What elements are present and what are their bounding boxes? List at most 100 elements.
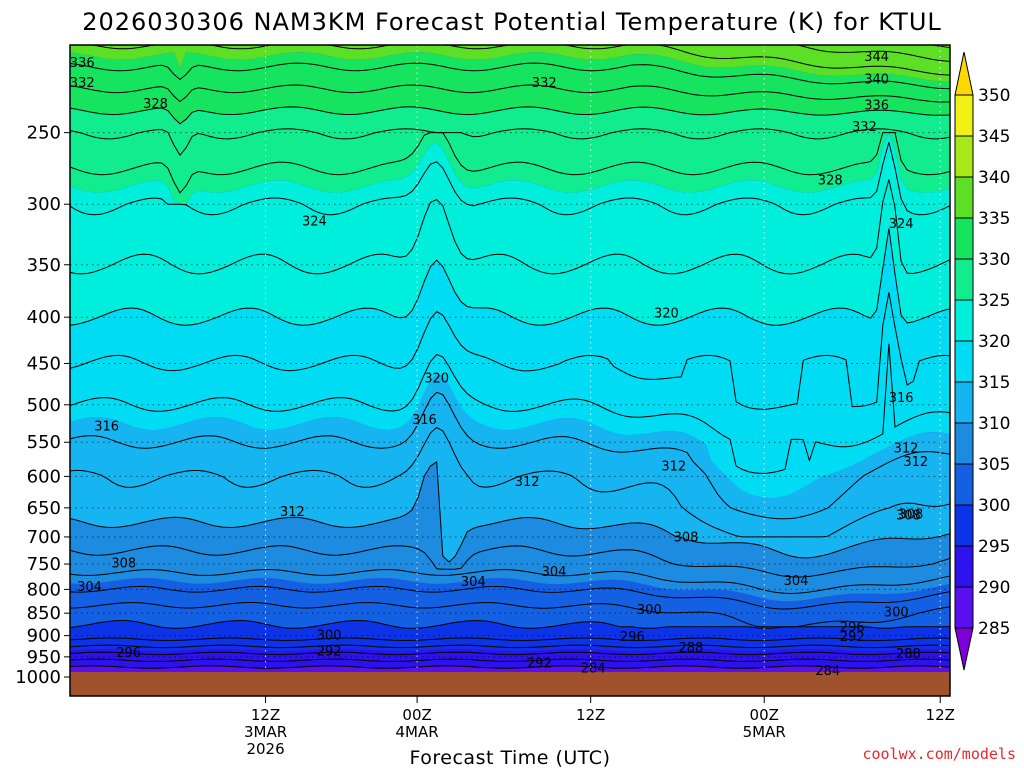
contour-label-332: 332	[852, 120, 877, 135]
contour-306	[70, 568, 950, 595]
colorbar-label-290: 290	[978, 578, 1010, 598]
colorbar-segment-320	[954, 299, 974, 342]
y-tick-label-550: 550	[27, 432, 61, 453]
colorbar-segment-300	[954, 463, 974, 506]
contour-label-328: 328	[143, 97, 168, 112]
colorbar-label-310: 310	[978, 414, 1010, 434]
contour-310	[70, 461, 950, 563]
contour-label-320: 320	[424, 372, 449, 387]
contour-324	[70, 141, 950, 216]
colorbar-label-305: 305	[978, 455, 1010, 475]
contour-label-328: 328	[818, 173, 843, 188]
contour-label-308: 308	[111, 556, 136, 571]
y-tick-label-400: 400	[27, 307, 61, 328]
colorbar-segment-295	[954, 504, 974, 547]
contour-label-292: 292	[317, 645, 342, 660]
contour-label-344: 344	[864, 50, 889, 65]
x-tick-year: 2026	[246, 740, 284, 758]
colorbar-bottom-arrow	[954, 627, 974, 671]
x-tick-label: 12Z	[576, 706, 605, 724]
y-tick-label-450: 450	[27, 353, 61, 374]
contour-label-312: 312	[515, 475, 540, 490]
contour-338	[70, 45, 950, 62]
contour-312	[70, 426, 950, 538]
colorbar-label-295: 295	[978, 537, 1010, 557]
band-320	[70, 132, 950, 326]
colorbar-label-335: 335	[978, 209, 1010, 229]
y-tick-label-1000: 1000	[15, 667, 61, 688]
contour-label-308: 308	[674, 530, 699, 545]
colorbar-label-315: 315	[978, 373, 1010, 393]
contour-label-292: 292	[840, 630, 865, 645]
y-tick-label-350: 350	[27, 255, 61, 276]
contour-332	[70, 84, 950, 103]
contour-336	[70, 45, 950, 76]
contour-label-284: 284	[815, 664, 840, 679]
x-tick-date: 5MAR	[743, 723, 786, 741]
colorbar-segment-340	[954, 135, 974, 178]
contour-label-308: 308	[898, 507, 923, 522]
contour-330	[70, 106, 950, 125]
colorbar-segment-315	[954, 340, 974, 383]
x-tick-label: 12Z	[926, 706, 955, 724]
colorbar-segment-290	[954, 545, 974, 588]
contour-292	[70, 658, 950, 662]
contour-334	[70, 62, 950, 90]
colorbar-label-330: 330	[978, 250, 1010, 270]
chart-title: 2026030306 NAM3KM Forecast Potential Tem…	[82, 8, 942, 36]
colorbar-segment-325	[954, 258, 974, 301]
colorbar-label-320: 320	[978, 332, 1010, 352]
contour-label-336: 336	[864, 98, 889, 113]
y-tick-label-500: 500	[27, 395, 61, 416]
y-tick-label-950: 950	[27, 647, 61, 668]
y-tick-label-650: 650	[27, 498, 61, 519]
colorbar-label-340: 340	[978, 168, 1010, 188]
contour-label-296: 296	[116, 646, 141, 661]
contour-328	[70, 128, 950, 156]
contour-label-336: 336	[70, 56, 95, 71]
colorbar-label-325: 325	[978, 291, 1010, 311]
contour-label-296: 296	[620, 630, 645, 645]
colorbar-segment-330	[954, 217, 974, 260]
colorbar-segment-335	[954, 176, 974, 219]
contour-314	[70, 391, 950, 520]
contour-326	[70, 132, 950, 194]
contour-322	[70, 179, 950, 275]
colorbar-label-350: 350	[978, 86, 1010, 106]
contour-label-332: 332	[532, 76, 557, 91]
contour-290	[70, 665, 950, 669]
contour-label-304: 304	[461, 575, 486, 590]
band-335	[70, 45, 950, 82]
contour-320	[70, 228, 950, 326]
x-axis-title: Forecast Time (UTC)	[410, 747, 611, 768]
plot-frame	[69, 44, 951, 697]
ground-below-surface	[70, 672, 950, 696]
x-tick-date: 4MAR	[396, 723, 439, 741]
contour-label-312: 312	[903, 455, 928, 470]
y-tick-label-750: 750	[27, 554, 61, 575]
contour-label-304: 304	[542, 565, 567, 580]
contour-label-304: 304	[77, 580, 102, 595]
contour-label-316: 316	[412, 413, 437, 428]
contour-label-300: 300	[637, 603, 662, 618]
contour-296	[70, 644, 950, 649]
contour-label-340: 340	[864, 72, 889, 87]
colorbar-segment-310	[954, 381, 974, 424]
y-tick-label-300: 300	[27, 194, 61, 215]
contour-294	[70, 651, 950, 656]
contour-304	[70, 585, 950, 610]
band-330	[70, 52, 950, 124]
y-tick-label-700: 700	[27, 527, 61, 548]
x-tick-label: 12Z	[251, 706, 280, 724]
contour-300	[70, 619, 950, 629]
contour-label-284: 284	[581, 661, 606, 676]
contour-label-332: 332	[70, 76, 95, 91]
contour-label-312: 312	[894, 441, 919, 456]
y-tick-label-800: 800	[27, 579, 61, 600]
contour-label-292: 292	[527, 657, 552, 672]
contour-label-316: 316	[94, 420, 119, 435]
contour-318	[70, 292, 950, 410]
